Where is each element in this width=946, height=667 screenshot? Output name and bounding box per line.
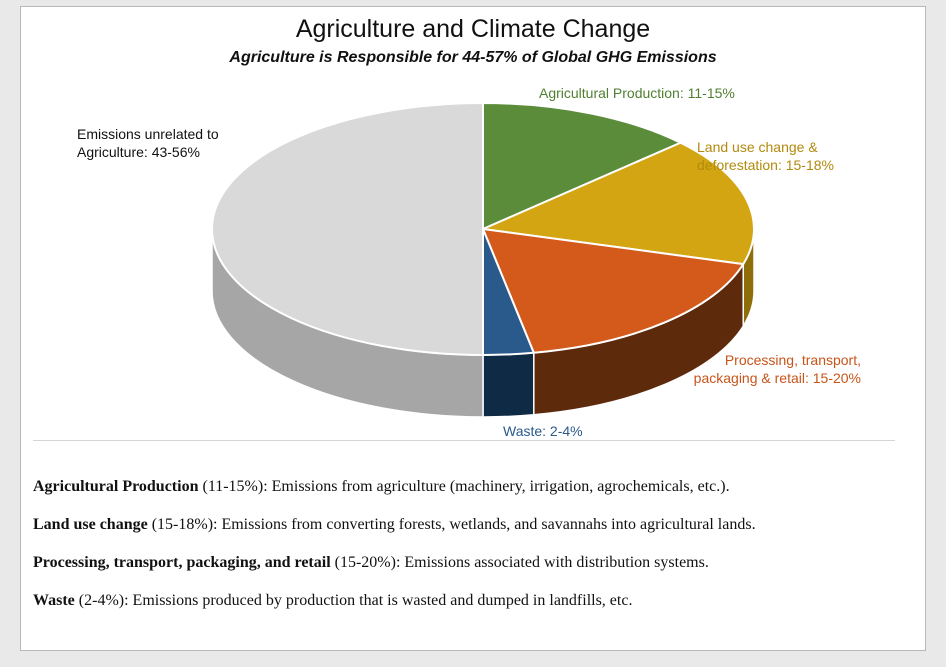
note-term: Processing, transport, packaging, and re… [33, 554, 331, 571]
divider-line [33, 440, 895, 441]
slice-label-line: Agriculture: 43-56% [77, 144, 200, 160]
note-text: (2-4%): Emissions produced by production… [74, 592, 633, 609]
note-text: (15-20%): Emissions associated with dist… [330, 554, 709, 571]
chart-frame: Agriculture and Climate Change Agricultu… [20, 6, 926, 651]
note-land-use-change: Land use change (15-18%): Emissions from… [33, 515, 913, 535]
pie-slice-side [482, 351, 535, 418]
pie-slice [482, 228, 745, 354]
slice-label-agricultural-production: Agricultural Production: 11-15% [539, 84, 735, 102]
note-term: Agricultural Production [33, 478, 199, 495]
note-text: (15-18%): Emissions from converting fore… [147, 516, 756, 533]
chart-title: Agriculture and Climate Change [295, 15, 651, 43]
pie-chart [211, 102, 755, 418]
slice-label-line: deforestation: 15-18% [697, 157, 834, 173]
slice-label-line: Emissions unrelated to [77, 126, 219, 142]
slice-label-land-use-change: Land use change & deforestation: 15-18% [697, 138, 834, 174]
slice-label-processing-transport: Processing, transport, packaging & retail… [661, 351, 861, 387]
slice-label-line: Agricultural Production: 11-15% [539, 85, 735, 101]
pie-slice [482, 141, 755, 266]
slice-label-line: packaging & retail: 15-20% [693, 370, 861, 386]
slice-label-unrelated: Emissions unrelated to Agriculture: 43-56… [77, 125, 219, 161]
pie-slice [482, 102, 682, 230]
pie-slice [211, 102, 484, 356]
note-term: Land use change [33, 516, 148, 533]
chart-subtitle: Agriculture is Responsible for 44-57% of… [229, 49, 717, 66]
slice-label-waste: Waste: 2-4% [503, 422, 583, 440]
pie-top-group [211, 102, 755, 356]
pie-side-group [211, 228, 755, 418]
slice-label-line: Waste: 2-4% [503, 423, 583, 439]
note-text: (11-15%): Emissions from agriculture (ma… [198, 478, 730, 495]
note-term: Waste [33, 592, 75, 609]
note-waste: Waste (2-4%): Emissions produced by prod… [33, 591, 913, 611]
note-agricultural-production: Agricultural Production (11-15%): Emissi… [33, 477, 913, 497]
note-processing: Processing, transport, packaging, and re… [33, 553, 913, 573]
slice-label-line: Land use change & [697, 139, 818, 155]
notes-section: Agricultural Production (11-15%): Emissi… [33, 477, 913, 629]
slice-label-line: Processing, transport, [724, 352, 861, 368]
